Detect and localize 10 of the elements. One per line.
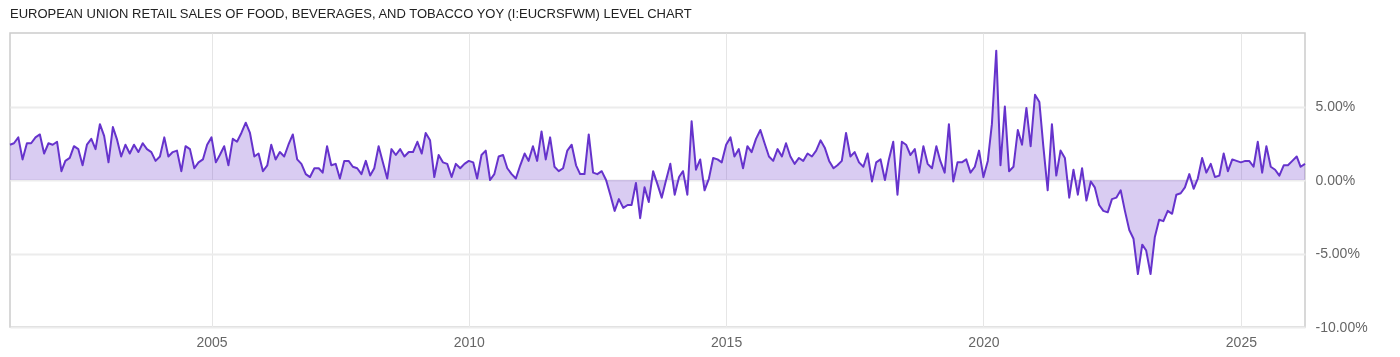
- y-tick-label: -10.00%: [1315, 318, 1368, 335]
- x-tick-label: 2010: [453, 333, 486, 350]
- y-tick-label: 5.00%: [1315, 98, 1356, 114]
- chart-title: EUROPEAN UNION RETAIL SALES OF FOOD, BEVERAGES, AND TOBACCO YOY (I:EUCRSFWM) LEVEL CHART: [10, 6, 692, 21]
- x-tick-label: 2005: [196, 333, 228, 350]
- x-tick-label: 2020: [968, 333, 1000, 350]
- x-tick-label: 2025: [1225, 333, 1258, 350]
- x-tick-label: 2015: [711, 333, 743, 350]
- y-tick-label: -5.00%: [1315, 245, 1360, 261]
- y-tick-label: 0.00%: [1315, 171, 1356, 188]
